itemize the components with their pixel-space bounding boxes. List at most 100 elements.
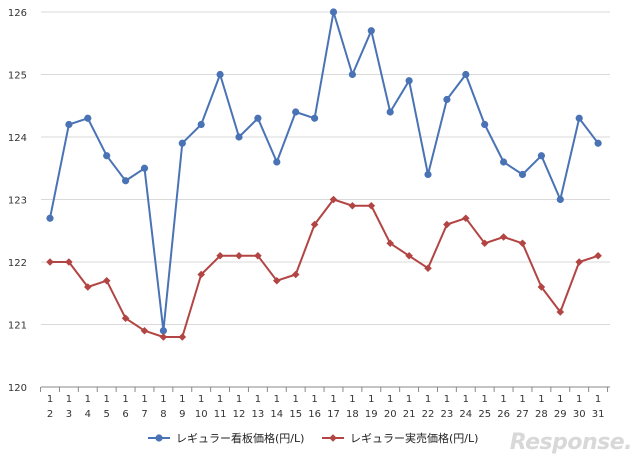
data-point	[405, 77, 413, 85]
legend-item-2: レギュラー実売価格(円/L)	[322, 431, 478, 445]
x-tick-label-bottom: 21	[403, 409, 416, 420]
legend-marker	[155, 434, 163, 442]
x-tick-label-top: 1	[160, 394, 166, 405]
data-point	[575, 258, 583, 266]
data-point	[537, 283, 546, 291]
x-tick-label-top: 1	[557, 394, 563, 405]
x-tick-label-bottom: 2	[47, 409, 53, 420]
x-tick-label-top: 1	[538, 394, 544, 405]
y-tick-label: 126	[8, 8, 27, 19]
watermark-logo: Response.	[509, 430, 633, 455]
x-tick-label-top: 1	[274, 394, 280, 405]
data-point	[65, 258, 73, 266]
x-tick-label-top: 1	[255, 394, 261, 405]
x-tick-label-top: 1	[444, 394, 450, 405]
legend-item-1: レギュラー看板価格(円/L)	[148, 431, 304, 445]
x-tick-label-bottom: 11	[214, 409, 227, 420]
x-tick-label-bottom: 16	[308, 409, 321, 420]
x-tick-label-top: 1	[500, 394, 506, 405]
data-point	[594, 251, 602, 260]
data-point	[122, 177, 130, 185]
x-tick-label-bottom: 30	[573, 409, 586, 420]
data-point	[462, 70, 470, 79]
data-point	[367, 27, 375, 35]
data-point	[480, 239, 489, 248]
x-tick-label-top: 1	[293, 394, 299, 405]
data-point	[462, 214, 470, 223]
data-point	[121, 314, 130, 323]
legend: レギュラー看板価格(円/L) レギュラー実売価格(円/L)	[148, 431, 478, 445]
data-point	[103, 152, 111, 160]
data-point	[386, 108, 394, 116]
data-point	[537, 152, 546, 160]
data-point	[443, 220, 451, 229]
x-tick-label-top: 1	[425, 394, 431, 405]
data-point	[178, 139, 186, 147]
x-tick-label-top: 1	[519, 394, 525, 405]
x-tick-label-bottom: 23	[441, 409, 454, 420]
y-tick-label: 125	[8, 71, 27, 82]
x-tick-label-bottom: 25	[478, 409, 491, 420]
data-point	[386, 239, 394, 248]
data-point	[102, 276, 111, 285]
x-tick-label-top: 1	[122, 394, 128, 405]
legend-marker	[329, 434, 337, 442]
x-tick-label-bottom: 10	[195, 409, 208, 420]
data-point	[594, 139, 602, 147]
x-tick-label-bottom: 26	[497, 409, 510, 420]
data-point	[46, 258, 54, 266]
data-point	[159, 327, 167, 335]
x-tick-label-bottom: 12	[233, 409, 246, 420]
series-2	[46, 195, 602, 341]
x-tick-label-bottom: 31	[592, 409, 605, 420]
x-tick-label-bottom: 9	[179, 409, 185, 420]
data-point	[65, 120, 73, 129]
legend-label: レギュラー看板価格(円/L)	[176, 431, 304, 445]
x-tick-label-bottom: 8	[160, 409, 166, 420]
x-tick-label-bottom: 13	[252, 409, 265, 420]
y-tick-label: 124	[8, 133, 27, 144]
y-tick-label: 122	[8, 258, 27, 269]
x-tick-label-top: 1	[482, 394, 488, 405]
x-axis: 1213141516171819110111112113114115116117…	[40, 386, 610, 420]
data-point	[311, 114, 319, 122]
x-tick-label-top: 1	[47, 394, 53, 405]
x-tick-label-bottom: 19	[365, 409, 378, 420]
data-point	[518, 239, 527, 248]
x-tick-label-bottom: 4	[85, 409, 91, 420]
data-point	[575, 114, 583, 122]
x-tick-label-bottom: 14	[270, 409, 283, 420]
data-point	[254, 251, 262, 260]
x-tick-label-top: 1	[576, 394, 582, 405]
data-point	[424, 264, 432, 273]
x-tick-label-bottom: 29	[554, 409, 567, 420]
series-layer	[46, 8, 602, 341]
x-tick-label-top: 1	[179, 394, 185, 405]
series-line	[49, 11, 599, 332]
legend-label: レギュラー実売価格(円/L)	[350, 431, 478, 445]
data-point	[84, 114, 92, 122]
x-tick-label-bottom: 5	[104, 409, 110, 420]
x-tick-label-bottom: 6	[122, 409, 128, 420]
data-point	[329, 8, 338, 16]
data-point	[329, 195, 338, 204]
data-point	[216, 251, 224, 260]
x-tick-label-bottom: 18	[346, 409, 359, 420]
data-point	[84, 283, 92, 291]
series-1	[46, 8, 602, 335]
gridlines	[41, 11, 610, 325]
data-point	[273, 158, 281, 166]
data-point	[348, 70, 356, 79]
y-tick-label: 121	[8, 321, 27, 332]
x-tick-label-top: 1	[141, 394, 147, 405]
data-point	[235, 251, 243, 260]
data-point	[216, 70, 224, 79]
data-point	[556, 308, 565, 316]
data-point	[140, 326, 149, 335]
data-point	[197, 120, 205, 129]
x-tick-label-top: 1	[387, 394, 393, 405]
series-line	[50, 198, 599, 338]
data-point	[367, 201, 376, 210]
data-point	[348, 201, 357, 210]
x-tick-label-bottom: 28	[535, 409, 548, 420]
